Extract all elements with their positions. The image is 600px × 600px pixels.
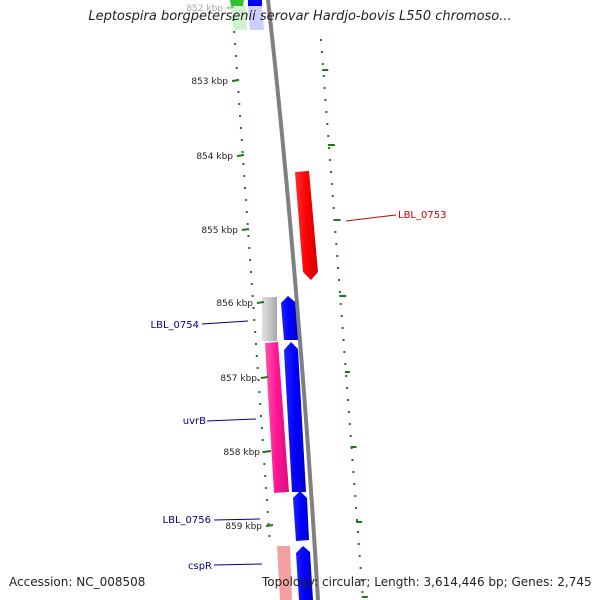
kbp-tick-mark bbox=[231, 79, 240, 82]
kbp-tick-mark bbox=[256, 301, 265, 304]
kbp-tick-label: 858 kbp bbox=[223, 448, 260, 458]
kbp-tick-label: 853 kbp bbox=[191, 77, 228, 87]
gene-blue-bottom bbox=[296, 546, 313, 600]
label-leader-cspR bbox=[213, 563, 263, 566]
gene-LBL_0754 bbox=[262, 297, 277, 341]
kbp-tick-mark bbox=[265, 524, 274, 527]
accession-text: Accession: NC_008508 bbox=[9, 575, 146, 589]
kbp-ruler: 852 kbp 853 kbp 854 kbp 855 kbp 856 kbp 857 k… bbox=[186, 4, 274, 532]
label-leader-LBL_0753 bbox=[345, 214, 397, 222]
kbp-tick-label: 852 kbp bbox=[186, 4, 223, 14]
gene-LBL_0756 bbox=[293, 491, 309, 541]
genome-summary-text: Topology: circular; Length: 3,614,446 bp… bbox=[262, 575, 592, 589]
gene-blue-long bbox=[284, 342, 306, 492]
gene-label-cspR[interactable]: cspR bbox=[188, 561, 212, 572]
gene-label-LBL_0756[interactable]: LBL_0756 bbox=[163, 515, 211, 526]
kbp-tick-mark bbox=[226, 6, 235, 9]
kbp-tick-label: 855 kbp bbox=[201, 226, 238, 236]
label-leader-LBL_0754 bbox=[201, 320, 249, 325]
gene-green-partial bbox=[230, 0, 244, 6]
kbp-tick-label: 859 kbp bbox=[225, 522, 262, 532]
genome-backbone bbox=[266, 0, 320, 600]
gene-blue-partial bbox=[248, 0, 262, 6]
gc-content-track bbox=[232, 19, 368, 598]
map-title: Leptospira borgpetersenii serovar Hardjo… bbox=[88, 9, 512, 24]
gene-green-faded bbox=[231, 6, 247, 30]
gene-label-uvrB[interactable]: uvrB bbox=[183, 416, 206, 427]
gene-LBL_0753 bbox=[295, 171, 318, 280]
kbp-tick-mark bbox=[241, 228, 250, 231]
kbp-tick-mark bbox=[236, 154, 245, 157]
gene-uvrB bbox=[265, 342, 289, 493]
gene-label-LBL_0753[interactable]: LBL_0753 bbox=[398, 210, 446, 221]
label-leader-LBL_0756 bbox=[213, 518, 261, 521]
label-leader-uvrB bbox=[206, 418, 257, 422]
kbp-tick-label: 854 kbp bbox=[196, 152, 233, 162]
gene-label-LBL_0754[interactable]: LBL_0754 bbox=[151, 320, 199, 331]
gene-blue-faded bbox=[248, 6, 264, 30]
gene-blue-856 bbox=[281, 296, 298, 340]
kbp-tick-mark bbox=[263, 450, 272, 453]
kbp-tick-label: 857 kbp bbox=[220, 374, 257, 384]
kbp-tick-label: 856 kbp bbox=[216, 299, 253, 309]
gene-cspR bbox=[277, 546, 292, 600]
kbp-tick-mark bbox=[260, 376, 269, 379]
